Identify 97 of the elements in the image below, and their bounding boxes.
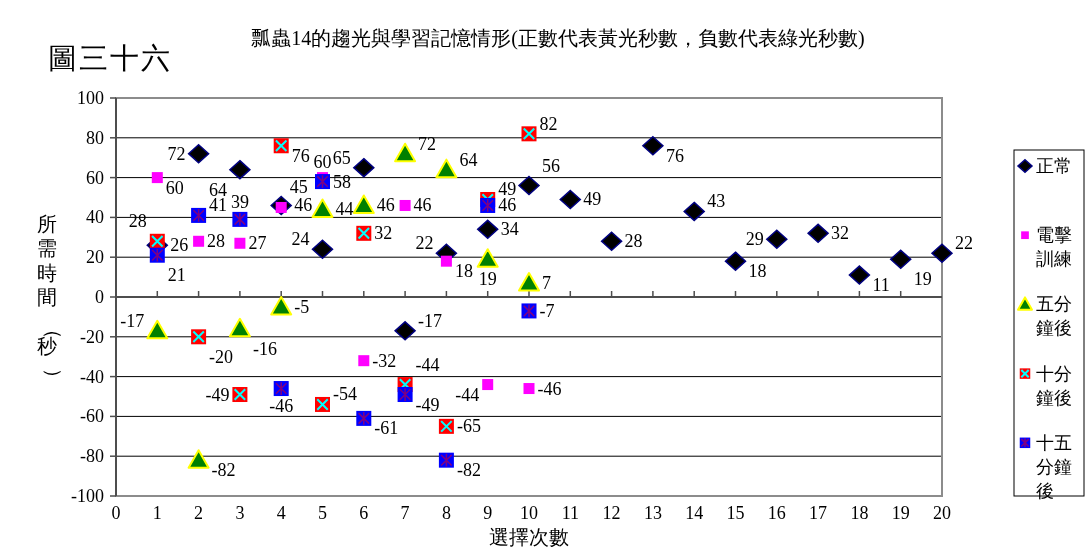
data-label: 46	[294, 195, 313, 216]
data-label: 32	[831, 223, 850, 244]
chart-title: 瓢蟲14的趨光與學習記憶情形(正數代表黃光秒數，負數代表綠光秒數)	[251, 27, 865, 50]
data-label: -54	[333, 384, 357, 405]
legend-label: 十分鐘後	[1036, 363, 1072, 408]
data-label: -16	[252, 338, 277, 359]
data-label: 11	[872, 275, 890, 296]
legend-label: 正常	[1036, 156, 1072, 176]
data-label: -5	[294, 296, 310, 317]
x-tick-label: 19	[891, 503, 910, 523]
data-label: 43	[707, 191, 726, 212]
data-label: -44	[415, 354, 440, 375]
x-tick-label: 16	[767, 503, 786, 523]
data-label: 41	[209, 195, 228, 216]
legend-label: 電擊訓練	[1036, 225, 1072, 270]
data-label: 46	[413, 195, 432, 216]
data-label: 28	[624, 231, 643, 252]
y-tick-label: 80	[86, 127, 104, 148]
x-tick-label: 8	[441, 503, 451, 523]
y-tick-label: -80	[80, 446, 104, 467]
data-label: 45	[289, 177, 308, 198]
data-label: -49	[205, 384, 230, 405]
legend-label: 十五分鐘後	[1036, 432, 1072, 501]
data-label: 39	[230, 191, 249, 212]
data-label: 76	[291, 145, 310, 166]
x-tick-label: 11	[561, 503, 579, 523]
y-tick-label: 100	[77, 88, 104, 108]
data-label: 60	[165, 177, 184, 198]
data-label: 65	[332, 147, 351, 168]
data-label: 72	[418, 133, 437, 154]
x-tick-label: 1	[152, 503, 162, 523]
data-label: -65	[456, 416, 481, 437]
data-label: 24	[291, 229, 310, 250]
y-tick-label: -60	[80, 406, 104, 427]
data-label: -82	[456, 460, 481, 481]
x-tick-label: 7	[400, 503, 410, 523]
data-label: -46	[537, 378, 562, 399]
data-label: -46	[269, 396, 294, 417]
data-label: 28	[207, 231, 226, 252]
data-label: 72	[167, 143, 186, 164]
data-label: 49	[583, 189, 602, 210]
y-tick-label: -100	[71, 486, 104, 506]
x-tick-label: 6	[359, 503, 369, 523]
data-label: 18	[748, 261, 767, 282]
x-tick-label: 12	[602, 503, 621, 523]
data-label: -20	[209, 346, 234, 367]
data-label: 19	[913, 269, 932, 290]
x-tick-label: 2	[194, 503, 204, 523]
y-tick-label: -40	[80, 366, 104, 387]
text: 圖三十六	[48, 42, 172, 74]
x-tick-label: 0	[111, 503, 121, 523]
data-label: 29	[745, 229, 764, 250]
y-tick-label: -20	[80, 326, 104, 347]
x-tick-label: 13	[643, 503, 662, 523]
x-tick-label: 3	[235, 503, 245, 523]
x-tick-label: 15	[726, 503, 745, 523]
data-label: -7	[539, 300, 555, 321]
data-label: 76	[665, 145, 684, 166]
data-label: 22	[415, 233, 434, 254]
data-label: 82	[539, 113, 558, 134]
data-label: -44	[455, 384, 480, 405]
data-label: 27	[248, 233, 267, 254]
data-label: -82	[211, 460, 236, 481]
data-label: 64	[459, 149, 478, 170]
data-label: 7	[542, 273, 551, 294]
data-label: 21	[167, 265, 186, 286]
x-tick-label: 5	[318, 503, 327, 523]
data-label: -32	[372, 350, 397, 371]
data-label: -61	[374, 418, 399, 439]
data-label: -17	[120, 310, 145, 331]
data-label: 46	[376, 195, 395, 216]
y-tick-label: 60	[86, 167, 104, 188]
data-label: 22	[955, 233, 973, 254]
x-tick-label: 4	[276, 503, 286, 523]
data-label: 26	[170, 235, 189, 256]
data-label: 34	[500, 219, 519, 240]
data-label: 60	[313, 152, 332, 173]
x-tick-label: 14	[685, 503, 704, 523]
data-label: -49	[415, 394, 440, 415]
x-tick-label: 10	[520, 503, 538, 523]
x-axis-title: 選擇次數	[489, 526, 569, 548]
data-label: -17	[418, 310, 443, 331]
legend-label: 五分鐘後	[1036, 294, 1072, 339]
x-tick-label: 18	[850, 503, 869, 523]
y-axis-title: 所需時間（秒）	[37, 212, 65, 388]
x-tick-label: 9	[483, 503, 493, 523]
data-label: 32	[374, 223, 393, 244]
data-label: 19	[478, 269, 497, 290]
y-tick-label: 0	[95, 287, 104, 307]
x-tick-label: 17	[809, 503, 828, 523]
data-label: 44	[335, 199, 354, 220]
x-tick-label: 20	[933, 503, 951, 523]
y-tick-label: 40	[86, 207, 104, 228]
y-tick-label: 20	[86, 247, 104, 268]
data-label: 56	[542, 155, 560, 176]
data-label: 18	[454, 261, 473, 282]
data-label: 46	[498, 195, 517, 216]
